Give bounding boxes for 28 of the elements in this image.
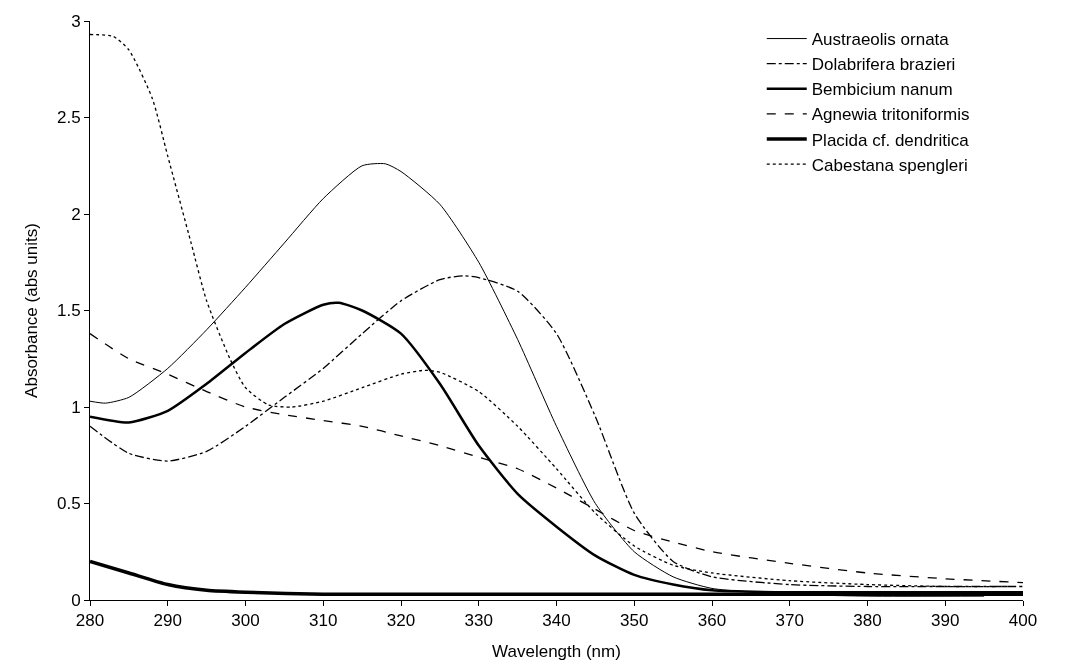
legend-label: Cabestana spengleri [811,155,968,175]
y-tick-label: 1 [71,397,81,417]
y-tick-label: 1.5 [56,301,81,321]
x-tick-label: 300 [231,611,260,631]
legend-label: Placida cf. dendritica [811,130,970,150]
x-tick-label: 340 [542,611,571,631]
x-tick-label: 330 [464,611,493,631]
x-axis-title: Wavelength (nm) [492,641,621,661]
legend-label: Austraeolis ornata [811,30,950,50]
y-tick-label: 0.5 [56,494,81,514]
x-tick-label: 280 [75,611,105,631]
y-tick-label: 0 [71,590,81,610]
x-tick-label: 310 [309,611,338,631]
x-tick-label: 400 [1008,611,1038,631]
x-tick-label: 290 [153,611,182,631]
x-tick-label: 350 [620,611,649,631]
x-tick-label: 390 [931,611,960,631]
x-tick-label: 360 [697,611,727,631]
y-tick-label: 2 [71,204,81,224]
x-tick-label: 370 [775,611,804,631]
legend-label: Dolabrifera brazieri [811,55,956,75]
y-tick-label: 3 [71,11,81,31]
legend-label: Agnewia tritoniformis [811,105,970,125]
x-tick-label: 380 [853,611,882,631]
x-tick-label: 320 [386,611,416,631]
legend-label: Bembicium nanum [811,80,953,100]
y-tick-label: 2.5 [56,108,81,128]
y-axis-title: Absorbance (abs units) [21,223,41,398]
